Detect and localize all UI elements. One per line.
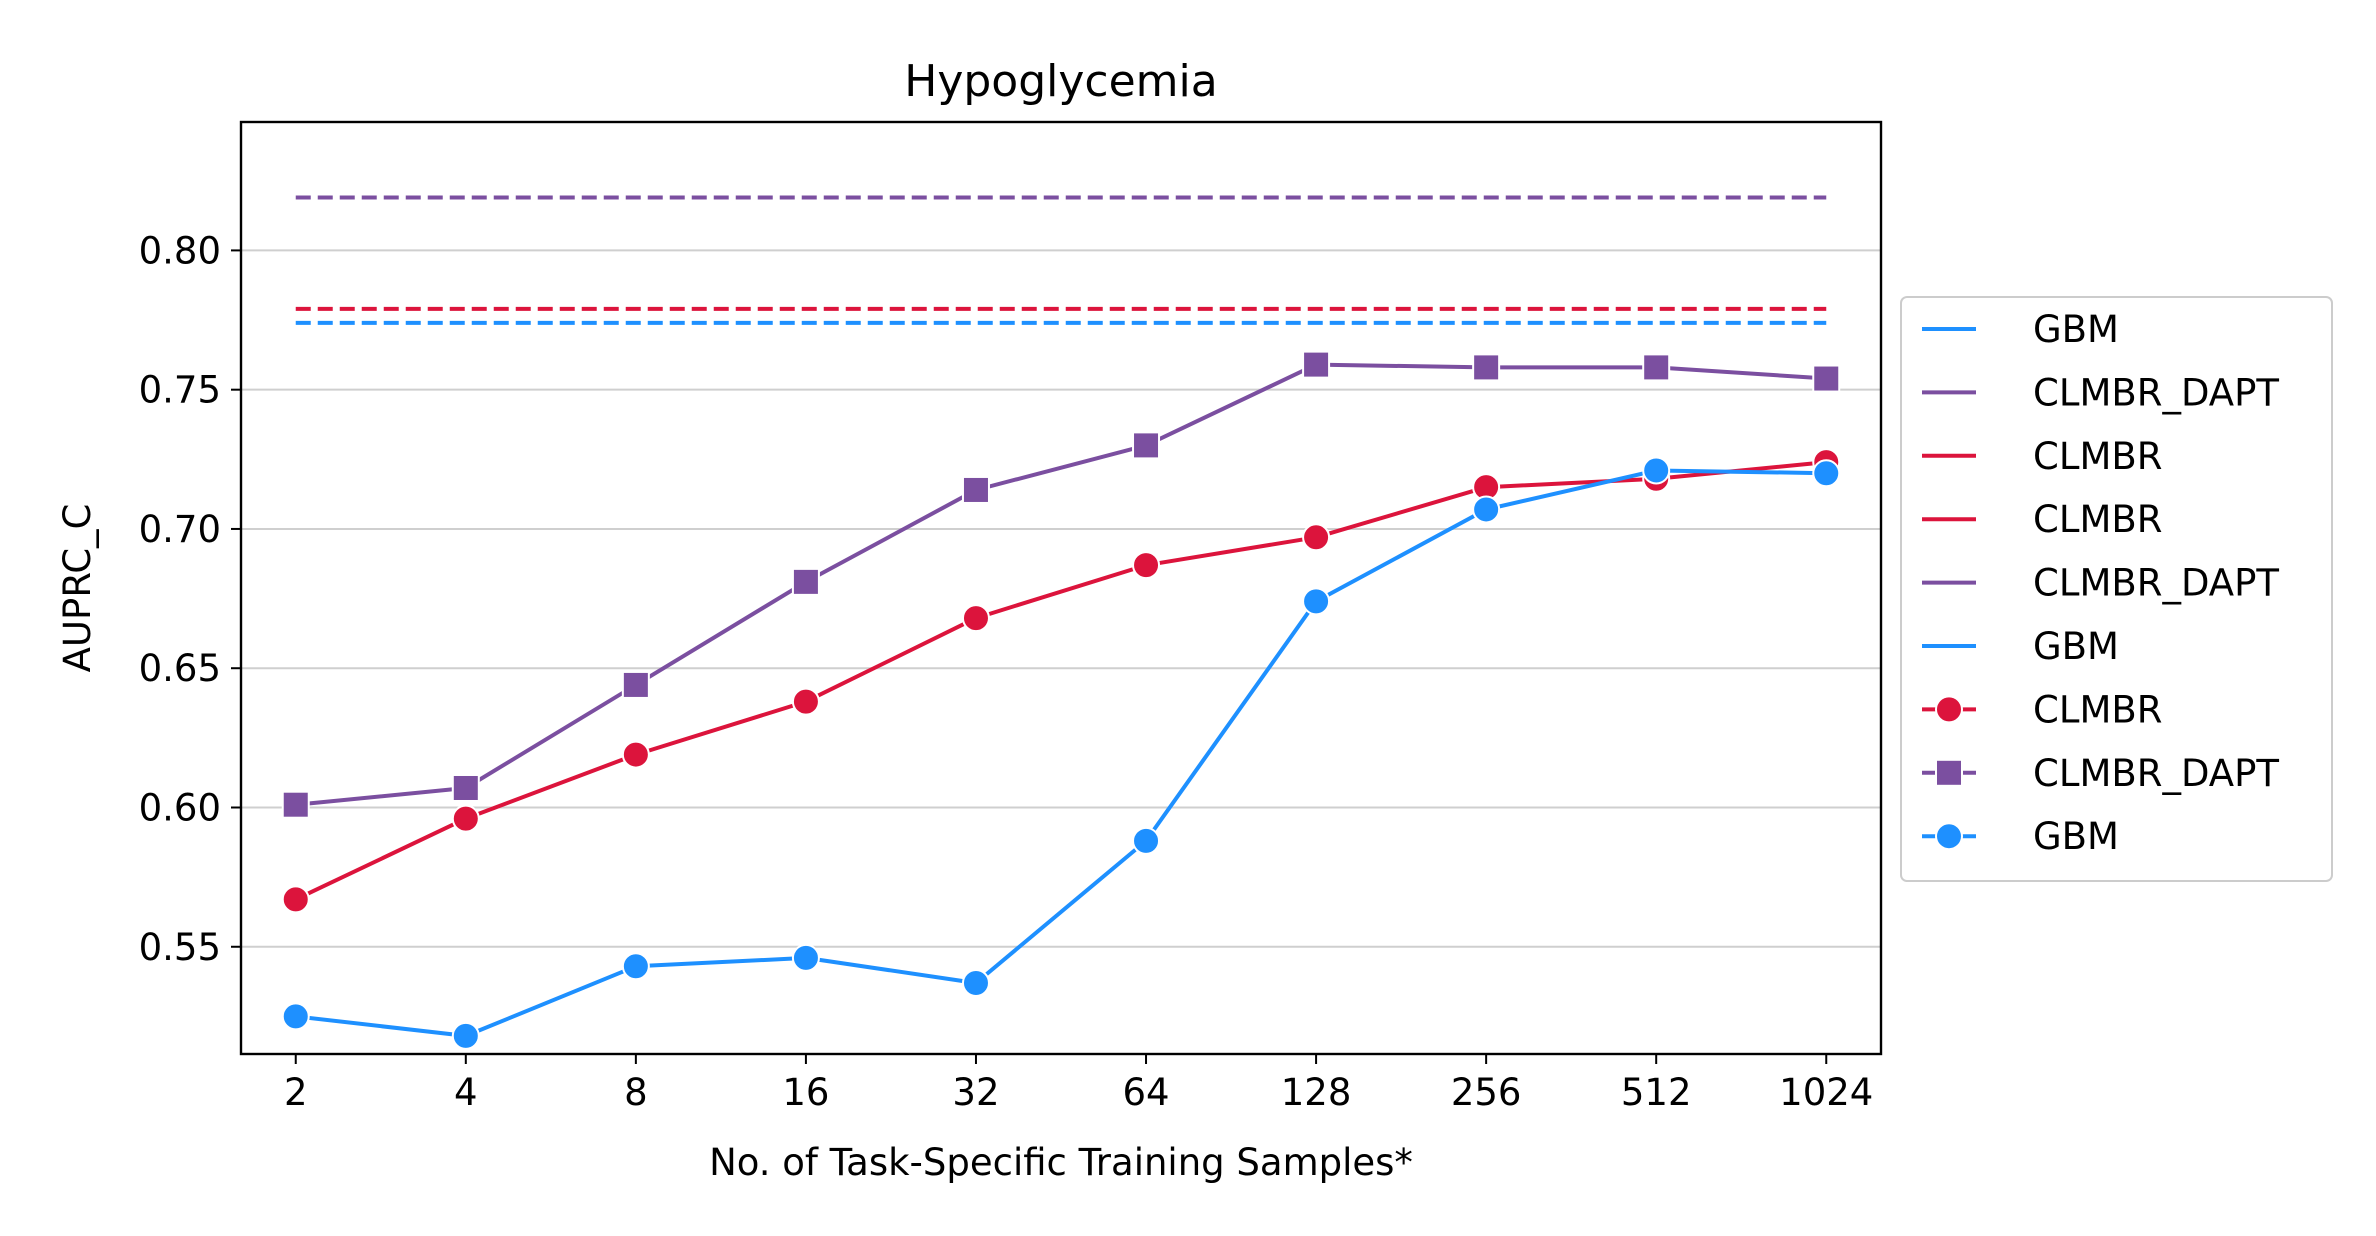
y-tick-label: 0.65 — [139, 647, 221, 690]
legend-frame — [1900, 296, 2333, 882]
y-tick-label: 0.55 — [139, 926, 221, 969]
data-point — [961, 968, 990, 997]
series-line-gbm — [295, 468, 1827, 1038]
data-point — [1302, 587, 1331, 616]
y-tick-label: 0.75 — [139, 369, 221, 412]
legend-label: GBM — [2033, 308, 2119, 351]
data-point — [451, 1021, 480, 1050]
legend: GBM CLMBR_DAPT CLMBR CLMBR CLMBR_DAPT GBM CLMB… — [1900, 296, 2333, 882]
legend-marker — [1935, 822, 1963, 851]
x-tick-label: 64 — [1122, 1071, 1169, 1114]
legend-marker — [1935, 758, 1963, 787]
x-axis-title: No. of Task-Specific Training Samples* — [709, 1141, 1413, 1184]
data-point — [791, 567, 820, 596]
data-point — [961, 475, 990, 504]
y-tick-label: 0.60 — [139, 786, 221, 829]
x-tick-label: 8 — [624, 1071, 648, 1114]
x-tick-label: 4 — [454, 1071, 478, 1114]
data-point — [1132, 826, 1161, 855]
legend-label: CLMBR — [2033, 498, 2162, 541]
data-point — [1642, 456, 1671, 485]
legend-label: CLMBR_DAPT — [2033, 562, 2279, 605]
data-point — [961, 604, 990, 633]
chart-title: Hypoglycemia — [904, 56, 1217, 107]
x-tick-label: 512 — [1621, 1071, 1692, 1114]
data-point — [451, 773, 480, 802]
legend-label: GBM — [2033, 815, 2119, 858]
data-point — [1302, 350, 1331, 379]
data-point — [1302, 523, 1331, 552]
legend-label: CLMBR_DAPT — [2033, 371, 2279, 414]
legend-label: CLMBR_DAPT — [2033, 752, 2279, 795]
data-point — [1812, 364, 1841, 393]
x-tick-label: 128 — [1281, 1071, 1352, 1114]
legend-label: GBM — [2033, 625, 2119, 668]
y-tick-label: 0.70 — [139, 508, 221, 551]
x-tick-label: 16 — [782, 1071, 829, 1114]
data-point — [1472, 353, 1501, 382]
data-point — [621, 670, 650, 699]
y-axis-title: AUPRC_C — [56, 504, 99, 673]
data-point — [1642, 353, 1671, 382]
data-point — [1472, 495, 1501, 524]
x-tick-label: 2 — [284, 1071, 308, 1114]
y-axis: 0.55 0.60 0.65 0.70 0.75 0.80 — [139, 229, 241, 969]
plot-frame — [239, 120, 1883, 1056]
data-point — [621, 952, 650, 981]
x-axis: 2 4 8 16 32 64 128 256 512 1024 — [284, 1054, 1873, 1114]
data-point — [791, 943, 820, 972]
x-tick-label: 1024 — [1779, 1071, 1873, 1114]
legend-marker — [1935, 695, 1963, 724]
data-point — [1132, 431, 1161, 460]
data-point — [451, 804, 480, 833]
data-point — [281, 885, 310, 914]
reference-lines — [295, 195, 1827, 325]
y-tick-label: 0.80 — [139, 229, 221, 272]
series-lines — [281, 350, 1841, 1050]
x-tick-label: 256 — [1451, 1071, 1522, 1114]
data-point — [791, 687, 820, 716]
legend-label: CLMBR — [2033, 435, 2162, 478]
data-point — [281, 790, 310, 819]
x-tick-label: 32 — [952, 1071, 999, 1114]
data-point — [621, 740, 650, 769]
data-point — [1812, 459, 1841, 488]
data-point — [281, 1002, 310, 1031]
series-line-clmbr — [294, 460, 1827, 902]
legend-label: CLMBR — [2033, 688, 2162, 731]
gridlines — [241, 249, 1881, 948]
data-point — [1132, 551, 1161, 580]
series-line-clmbr_dapt — [295, 362, 1827, 807]
